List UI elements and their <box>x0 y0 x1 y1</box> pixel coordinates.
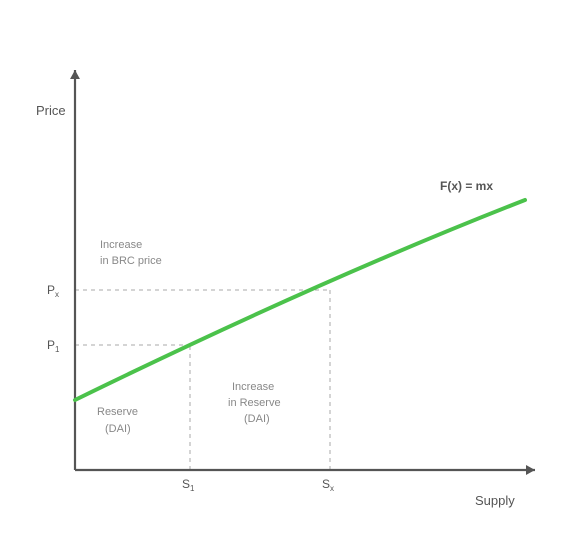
anno-reserve-l1: Reserve <box>97 406 138 418</box>
anno-inc-price-l1: Increase <box>100 239 142 251</box>
x-axis-label: Supply <box>475 493 515 508</box>
anno-inc-price-l2: in BRC price <box>100 255 162 267</box>
y-axis-label: Price <box>36 103 66 118</box>
anno-inc-reserve-l3: (DAI) <box>244 413 270 425</box>
curve-label: F(x) = mx <box>440 179 493 193</box>
bonding-curve-chart: F(x) = mxPriceSupplyP1PxS1SxIncreasein B… <box>0 0 565 555</box>
anno-inc-reserve-l1: Increase <box>232 381 274 393</box>
anno-inc-reserve-l2: in Reserve <box>228 397 281 409</box>
anno-reserve-l2: (DAI) <box>105 423 131 435</box>
